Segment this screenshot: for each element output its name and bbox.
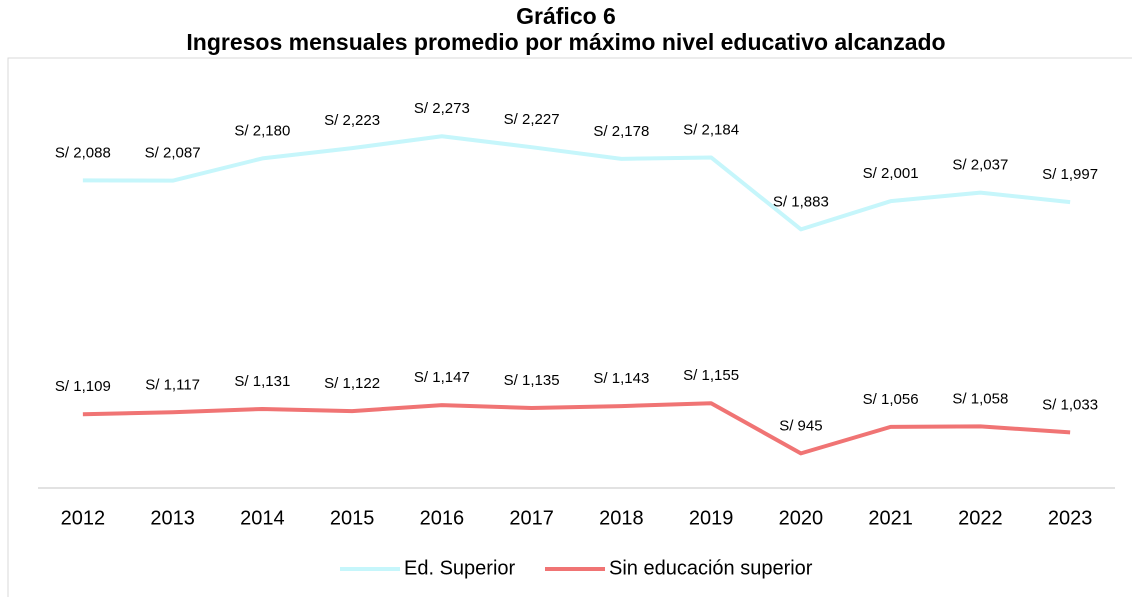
data-label: S/ 1,058 [952, 390, 1008, 407]
line [82, 134, 1071, 232]
x-tick-label: 2022 [958, 507, 1003, 529]
data-label: S/ 1,997 [1042, 166, 1098, 183]
chart-title: Gráfico 6 [516, 3, 616, 29]
chart-border [7, 57, 1132, 597]
x-tick-label: 2023 [1048, 507, 1093, 529]
x-tick-label: 2014 [240, 507, 285, 529]
data-label: S/ 1,131 [234, 373, 290, 390]
x-tick-label: 2018 [599, 507, 644, 529]
data-label: S/ 2,087 [145, 145, 201, 162]
x-tick-label: 2013 [150, 507, 195, 529]
data-label: S/ 945 [779, 417, 822, 434]
x-tick-label: 2017 [509, 507, 554, 529]
data-label: S/ 2,227 [504, 111, 560, 128]
x-tick-label: 2012 [61, 507, 106, 529]
x-tick-label: 2016 [420, 507, 465, 529]
chart-subtitle: Ingresos mensuales promedio por máximo n… [186, 29, 945, 55]
data-label: S/ 1,056 [863, 391, 919, 408]
data-label: S/ 1,117 [145, 376, 200, 393]
line [82, 401, 1071, 456]
data-label: S/ 1,135 [504, 372, 560, 389]
data-label: S/ 2,184 [683, 121, 739, 138]
legend-label: Sin educación superior [609, 557, 813, 579]
data-label: S/ 2,088 [55, 144, 111, 161]
data-label: S/ 2,223 [324, 112, 380, 129]
data-label: S/ 1,033 [1042, 396, 1098, 413]
data-label: S/ 1,143 [593, 370, 649, 387]
data-label: S/ 2,273 [414, 100, 470, 117]
data-label: S/ 1,155 [683, 367, 739, 384]
data-label: S/ 1,122 [324, 375, 380, 392]
data-label: S/ 2,037 [952, 157, 1008, 174]
x-tick-label: 2015 [330, 507, 375, 529]
data-label: S/ 2,178 [593, 123, 649, 140]
data-label: S/ 1,109 [55, 378, 111, 395]
x-tick-label: 2021 [868, 507, 913, 529]
data-label: S/ 2,001 [863, 165, 919, 182]
x-tick-label: 2019 [689, 507, 734, 529]
legend-label: Ed. Superior [404, 557, 516, 579]
data-label: S/ 2,180 [234, 122, 290, 139]
data-label: S/ 1,147 [414, 369, 470, 386]
x-tick-label: 2020 [779, 507, 824, 529]
data-label: S/ 1,883 [773, 193, 829, 210]
